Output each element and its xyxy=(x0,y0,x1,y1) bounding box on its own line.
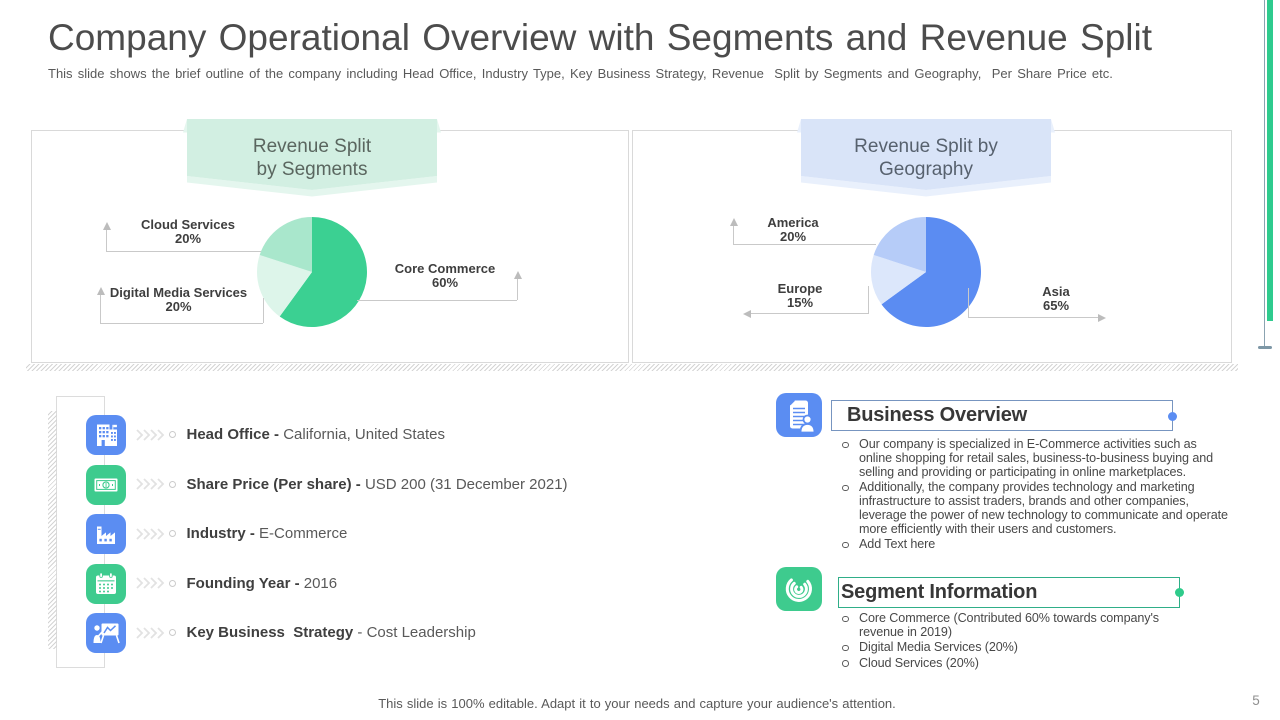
fact-text: Industry - E-Commerce xyxy=(186,525,348,542)
callout-label-asia: Asia 65% xyxy=(1042,284,1070,313)
panel-hatch-strip xyxy=(26,364,1238,371)
bullet-marker xyxy=(842,644,849,652)
callout-arrow xyxy=(96,287,105,295)
callout-label-core-commerce: Core Commerce 60% xyxy=(394,261,496,290)
spiral-icon xyxy=(776,567,822,611)
callout-arrow xyxy=(743,309,751,318)
chevrons-icon xyxy=(136,428,165,441)
document-person-icon xyxy=(776,393,822,437)
callout-line xyxy=(106,251,261,252)
callout-line xyxy=(733,244,876,245)
chevrons-icon xyxy=(136,577,165,589)
business-overview-dot xyxy=(1168,412,1177,421)
segments-banner-title: Revenue Split by Segments xyxy=(252,136,372,180)
banknote-icon xyxy=(86,464,126,505)
segment-information-bullets: Core Commerce (Contributed 60% towards c… xyxy=(836,611,1168,672)
edge-line-tick xyxy=(1258,346,1272,349)
chevrons-icon xyxy=(136,626,165,639)
facts-hatch-strip xyxy=(48,411,57,649)
business-overview-header: Business Overview xyxy=(831,400,1173,431)
pie-slice xyxy=(257,255,312,317)
page-title: Company Operational Overview with Segmen… xyxy=(48,17,1153,58)
bullet-item: Our company is specialized in E-Commerce… xyxy=(836,437,1231,480)
callout-arrow xyxy=(1098,313,1106,322)
segments-pie-chart xyxy=(257,217,368,327)
bullet-marker xyxy=(842,615,849,622)
pie-slice xyxy=(881,217,981,327)
callout-arrow xyxy=(513,271,522,279)
bullet-marker xyxy=(842,484,849,492)
geography-banner: Revenue Split by Geography xyxy=(797,118,1055,198)
bullet-ring-icon xyxy=(168,431,176,438)
callout-label-digital-media: Digital Media Services 20% xyxy=(109,285,248,314)
calendar-icon xyxy=(86,563,126,604)
callout-line xyxy=(968,317,1099,318)
presentation-icon xyxy=(86,613,126,653)
pie-slice xyxy=(871,255,926,305)
callout-line xyxy=(357,300,517,301)
chevrons-icon xyxy=(136,478,165,490)
page-subtitle: This slide shows the brief outline of th… xyxy=(48,66,1113,81)
pie-slice xyxy=(873,217,926,272)
fact-text: Key Business Strategy - Cost Leadership xyxy=(186,624,476,641)
fact-row-head-office: Head Office - California, United States xyxy=(136,425,445,445)
bullet-marker xyxy=(842,441,849,448)
factory-icon xyxy=(86,514,126,554)
bullet-ring-icon xyxy=(168,579,176,587)
geography-pie-chart xyxy=(871,217,981,327)
fact-row-industry: Industry - E-Commerce xyxy=(136,524,347,544)
fact-row-founding-year: Founding Year - 2016 xyxy=(136,573,337,593)
bullet-marker xyxy=(842,541,849,549)
fact-text: Share Price (Per share) - USD 200 (31 De… xyxy=(186,475,568,493)
page-number: 5 xyxy=(1252,693,1260,708)
building-icon xyxy=(86,415,126,455)
segments-banner: Revenue Split by Segments xyxy=(183,118,441,198)
bullet-ring-icon xyxy=(168,530,176,537)
business-overview-bullets: Our company is specialized in E-Commerce… xyxy=(836,437,1231,554)
callout-line xyxy=(100,294,101,323)
edge-line xyxy=(1264,0,1265,347)
bullet-item: Additionally, the company provides techn… xyxy=(836,480,1231,537)
fact-row-key-business-strategy: Key Business Strategy - Cost Leadership xyxy=(136,623,476,643)
callout-arrow xyxy=(102,222,111,230)
fact-text: Head Office - California, United States xyxy=(186,426,445,443)
callout-label-america: America 20% xyxy=(767,215,819,244)
callout-arrow xyxy=(729,218,738,226)
pie-slice xyxy=(259,217,312,272)
footer-note: This slide is 100% editable. Adapt it to… xyxy=(378,696,896,711)
callout-line xyxy=(968,288,969,317)
bullet-ring-icon xyxy=(168,480,176,488)
fact-row-share-price: Share Price (Per share) - USD 200 (31 De… xyxy=(136,474,568,494)
bullet-item: Cloud Services (20%) xyxy=(836,656,1168,671)
callout-line xyxy=(868,286,869,313)
callout-line xyxy=(733,225,734,244)
bullet-ring-icon xyxy=(168,629,176,636)
bullet-item: Core Commerce (Contributed 60% towards c… xyxy=(836,611,1168,640)
geography-banner-title: Revenue Split by Geography xyxy=(854,136,998,180)
callout-line xyxy=(100,323,263,324)
bullet-item: Digital Media Services (20%) xyxy=(836,640,1168,655)
segment-information-title: Segment Information xyxy=(841,581,1038,603)
callout-label-europe: Europe 15% xyxy=(777,281,823,310)
segment-information-dot xyxy=(1175,588,1184,597)
segment-information-header: Segment Information xyxy=(838,577,1180,608)
callout-line xyxy=(106,229,107,251)
callout-line xyxy=(751,313,869,314)
callout-label-cloud-services: Cloud Services 20% xyxy=(141,217,235,246)
chevrons-icon xyxy=(136,527,165,540)
callout-line xyxy=(263,298,264,323)
callout-line xyxy=(517,278,518,300)
business-overview-title: Business Overview xyxy=(847,404,1028,426)
segments-banner-shape xyxy=(183,119,441,197)
edge-accent-bar xyxy=(1267,0,1273,321)
fact-text: Founding Year - 2016 xyxy=(186,574,338,592)
geography-banner-shape xyxy=(797,119,1055,197)
bullet-marker xyxy=(842,660,849,667)
pie-slice xyxy=(279,217,368,327)
bullet-item: Add Text here xyxy=(836,537,1231,552)
